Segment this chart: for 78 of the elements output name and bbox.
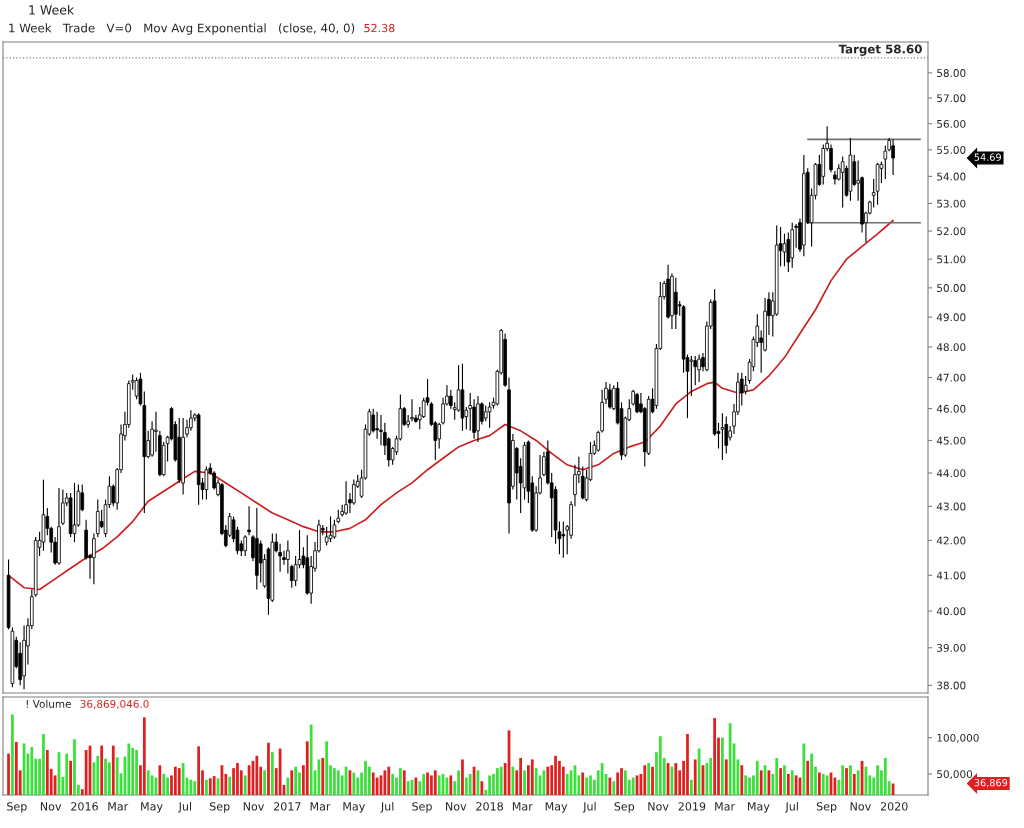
x-tick-label: Mar xyxy=(512,802,533,811)
x-tick-label: Mar xyxy=(715,802,736,811)
x-tick-label: Sep xyxy=(209,802,230,813)
y-tick-label: 42.00 xyxy=(936,536,966,545)
x-tick-label: Sep xyxy=(7,802,27,813)
y-tick-label: 41.00 xyxy=(936,571,966,580)
x-tick-label: May xyxy=(748,802,770,813)
x-tick-label: Mar xyxy=(108,802,129,811)
y-tick-label: 55.00 xyxy=(937,146,966,154)
x-tick-label: Mar xyxy=(310,802,331,811)
x-tick-label: Nov xyxy=(243,802,265,811)
x-tick-label: 2019 xyxy=(678,802,706,811)
candlestick xyxy=(689,355,694,397)
candlestick xyxy=(596,430,601,453)
candlestick xyxy=(720,412,725,461)
candlestick xyxy=(332,519,337,540)
y-tick-label: 47.00 xyxy=(936,373,966,382)
y-tick-label: 38.00 xyxy=(937,681,966,690)
y-tick-label: 54.00 xyxy=(937,172,966,181)
y-tick-label: 57.00 xyxy=(937,94,966,103)
candlestick xyxy=(247,505,251,536)
y-tick-label: 100,000 xyxy=(937,733,979,743)
text: 36,869 xyxy=(974,778,1008,788)
y-tick-label: 50,000 xyxy=(937,770,973,780)
y-tick-label: 43.00 xyxy=(936,502,966,511)
chart-title: ! Volume xyxy=(26,699,71,708)
y-tick-label: 58.00 xyxy=(937,69,966,77)
x-tick-label: 2018 xyxy=(476,802,503,811)
x-tick-label: Sep xyxy=(816,802,837,813)
x-tick-label: Jul xyxy=(582,801,596,813)
x-tick-label: May xyxy=(141,802,163,813)
candlestick xyxy=(204,465,209,501)
y-tick-label: 51.00 xyxy=(937,255,966,264)
x-tick-label: Nov xyxy=(40,802,62,811)
y-tick-label: 44.00 xyxy=(936,469,966,478)
candlestick xyxy=(92,532,96,585)
x-tick-label: Nov xyxy=(850,802,871,811)
x-tick-label: Nov xyxy=(446,802,467,811)
candlestick xyxy=(561,520,566,559)
candlestick xyxy=(697,353,701,383)
x-tick-label: Sep xyxy=(412,802,432,813)
candlestick xyxy=(891,138,895,176)
y-tick-label: 46.00 xyxy=(936,404,966,413)
candlestick xyxy=(674,277,678,330)
x-tick-label: Jul xyxy=(178,801,191,813)
y-tick-label: 50.00 xyxy=(937,284,966,292)
annotation: 36,869,046.0 xyxy=(80,699,149,709)
x-tick-label: Jul xyxy=(784,801,798,813)
x-tick-label: May xyxy=(545,802,568,813)
y-tick-label: 40.00 xyxy=(936,607,966,616)
text: 52.38 xyxy=(364,23,395,33)
y-tick-label: 48.00 xyxy=(936,343,966,352)
x-tick-label: 2016 xyxy=(71,802,98,811)
x-tick-label: Jul xyxy=(380,801,394,813)
x-tick-label: May xyxy=(343,802,365,813)
x-tick-label: 2017 xyxy=(273,802,301,811)
chart-title: 1 Week xyxy=(29,4,75,15)
candlestick xyxy=(243,534,247,557)
candlestick xyxy=(608,383,612,410)
y-tick-label: 49.00 xyxy=(936,313,966,322)
candlestick xyxy=(743,375,748,396)
x-tick-label: 2020 xyxy=(880,802,908,811)
y-tick-label: 52.00 xyxy=(937,227,966,236)
candlestick xyxy=(344,480,348,516)
candlestick xyxy=(833,170,837,186)
chart-subtitle: 1 Week Trade V=0 Mov Avg Exponential (close, 40, 0) xyxy=(9,23,355,35)
y-tick-label: 53.00 xyxy=(937,199,966,208)
text: 54.69 xyxy=(974,153,1001,161)
candlestick xyxy=(786,231,791,273)
candlestick xyxy=(95,499,100,538)
candlestick xyxy=(635,392,639,414)
x-tick-label: Sep xyxy=(614,802,635,813)
y-tick-label: 56.00 xyxy=(937,119,966,128)
y-tick-label: 45.00 xyxy=(936,436,966,445)
candlestick xyxy=(580,465,585,501)
x-tick-label: Nov xyxy=(648,802,669,811)
y-tick-label: 39.00 xyxy=(937,643,966,652)
ref-line-label: Target 58.60 xyxy=(838,44,922,56)
